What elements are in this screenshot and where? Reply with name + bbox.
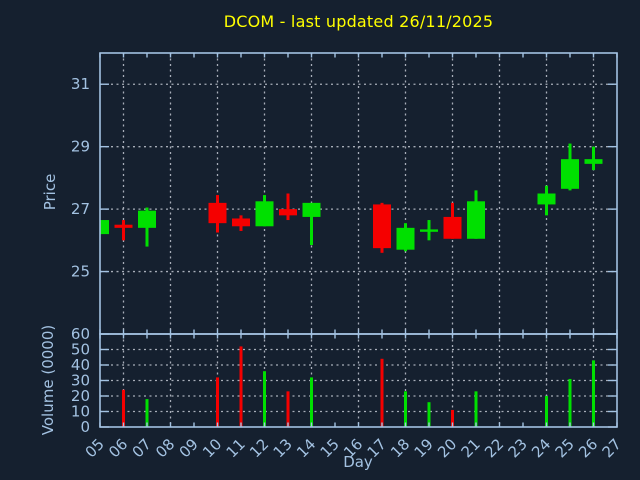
candle-11 [232,215,250,231]
volume-bar-14 [310,377,313,427]
day-tick-17: 17 [364,435,390,461]
day-tick-19: 19 [411,435,437,461]
volume-bar-19 [427,402,431,427]
volume-bar-21 [474,391,478,427]
candle-07 [138,207,156,247]
day-tick-25: 25 [552,435,578,461]
candle-18 [396,223,415,252]
candle-20 [443,202,462,239]
candle-06 [114,220,133,241]
volume-bar-18 [404,391,407,427]
volume-bar-13 [286,391,290,427]
day-tick-27: 27 [599,435,625,461]
candle-26 [584,146,603,171]
day-tick-07: 07 [129,435,155,461]
day-tick-06: 06 [105,435,131,461]
day-tick-08: 08 [152,435,178,461]
candle-13 [279,193,297,221]
candle-19 [420,220,438,241]
candle-12 [255,195,274,227]
price-tick-27: 27 [71,200,90,218]
volume-tick-60: 60 [71,325,90,343]
plot-content [100,143,603,427]
day-tick-12: 12 [246,435,272,461]
volume-tick-20: 20 [71,387,90,405]
grid-lines [100,53,617,427]
candle-14 [302,202,321,246]
day-tick-16: 16 [340,435,366,461]
price-tick-29: 29 [71,138,90,156]
candle-17 [373,202,391,253]
day-axis-label: Day [343,453,373,471]
chart-title: DCOM - last updated 26/11/2025 [223,12,494,31]
day-tick-09: 09 [176,435,202,461]
tick-labels: 2527293101020304050600506070809101112131… [71,75,625,461]
day-tick-20: 20 [434,435,460,461]
volume-bar-11 [239,346,243,427]
volume-bar-26 [592,360,595,427]
day-tick-22: 22 [481,435,507,461]
volume-tick-10: 10 [71,403,90,421]
day-tick-21: 21 [458,435,484,461]
day-tick-13: 13 [270,435,296,461]
volume-bar-20 [451,409,454,427]
day-tick-18: 18 [387,435,413,461]
volume-tick-30: 30 [71,372,90,390]
volume-bar-07 [145,399,149,427]
volume-bar-06 [122,389,125,427]
day-tick-11: 11 [223,435,249,461]
day-tick-10: 10 [199,435,225,461]
volume-bar-10 [216,377,219,427]
day-tick-05: 05 [82,435,108,461]
volume-bar-25 [568,378,572,427]
candle-25 [561,143,579,191]
price-tick-31: 31 [71,75,90,93]
candle-10 [208,195,227,233]
volume-bar-17 [380,358,384,427]
candle-21 [467,190,485,239]
volume-bar-24 [545,396,548,427]
volume-tick-40: 40 [71,356,90,374]
volume-bar-12 [263,371,266,427]
volume-tick-50: 50 [71,341,90,359]
volume-tick-0: 0 [80,418,90,436]
day-tick-24: 24 [528,435,554,461]
day-tick-26: 26 [575,435,601,461]
day-tick-15: 15 [317,435,343,461]
day-tick-23: 23 [505,435,531,461]
price-tick-25: 25 [71,263,90,281]
candle-24 [537,185,556,216]
day-tick-14: 14 [293,435,319,461]
tick-marks [99,53,618,428]
